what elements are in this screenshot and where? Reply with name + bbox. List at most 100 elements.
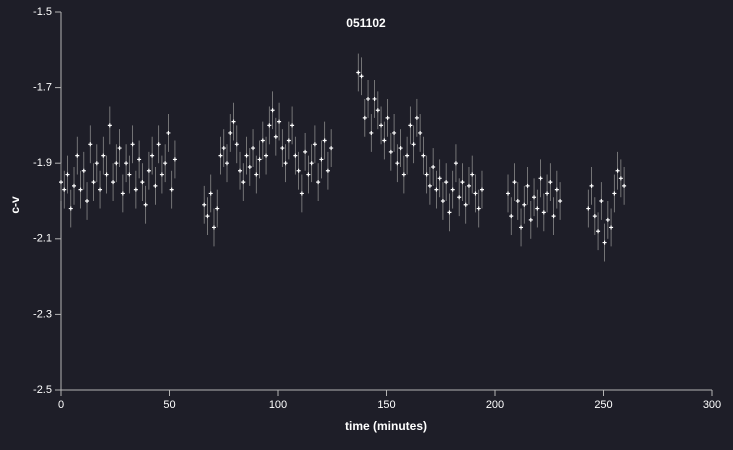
point [254,172,259,177]
x-tick-label: 250 [594,399,612,411]
point [140,180,145,185]
point [602,240,607,245]
point [306,172,311,177]
point [515,199,520,203]
y-tick-label: -2.3 [33,308,52,320]
point [319,157,324,162]
point [143,202,148,207]
point [398,146,403,151]
point [476,206,481,211]
point [545,191,550,196]
x-tick-label: 300 [703,399,721,411]
y-tick-label: -2.1 [33,233,52,245]
point [405,153,410,158]
point [427,183,432,188]
point [596,229,601,234]
point [375,108,380,113]
point [535,206,540,211]
point [225,161,230,166]
x-tick-label: 150 [377,399,395,411]
point [280,146,285,151]
point [359,74,364,79]
point [283,161,288,166]
point [205,214,210,219]
point [372,96,377,101]
point [312,142,317,147]
point [444,180,449,185]
point [59,180,63,185]
point [414,115,419,120]
point [62,187,67,192]
point [309,161,314,166]
point [169,187,174,192]
point [247,164,252,169]
point [379,123,384,128]
point [251,146,256,151]
point [329,146,334,151]
point [440,199,445,203]
point [290,123,295,128]
point [450,187,455,192]
point [401,172,406,177]
point [72,183,77,188]
point [612,191,617,196]
point [234,142,239,147]
point [506,191,511,196]
point [424,172,429,177]
point [418,130,423,135]
point [473,191,478,196]
point [231,119,236,124]
point [133,187,138,192]
point [589,183,594,188]
point [156,142,161,147]
point [541,210,546,215]
point [325,168,330,173]
point [382,138,387,143]
y-tick-label: -1.7 [33,82,52,94]
point [68,206,73,211]
point [618,176,623,181]
chart-title: 051102 [346,16,386,30]
point [146,168,151,173]
point [322,138,327,143]
point [303,149,308,154]
point [408,123,413,128]
point [130,142,135,147]
point [150,153,155,158]
y-axis-label: c-v [8,196,22,214]
point [120,191,125,196]
point [605,217,610,222]
point [538,176,543,181]
point [117,146,122,151]
point [172,157,177,162]
point [509,214,514,219]
point [356,70,361,75]
x-tick-label: 0 [58,399,64,411]
point [431,164,436,169]
point [211,225,216,230]
point [85,199,90,203]
point [98,187,103,192]
point [163,161,168,166]
point [525,183,530,188]
point [411,142,416,147]
point [244,153,249,158]
point [153,183,158,188]
point [463,202,468,207]
point [551,214,556,219]
y-tick-label: -2.5 [33,384,52,396]
point [558,199,563,203]
point [101,153,106,158]
point [615,168,620,173]
point [273,134,278,139]
point [88,142,93,147]
point [512,180,517,185]
point [104,172,109,177]
point [159,172,164,177]
point [228,130,233,135]
point [388,149,393,154]
point [395,161,400,166]
point [369,130,374,135]
